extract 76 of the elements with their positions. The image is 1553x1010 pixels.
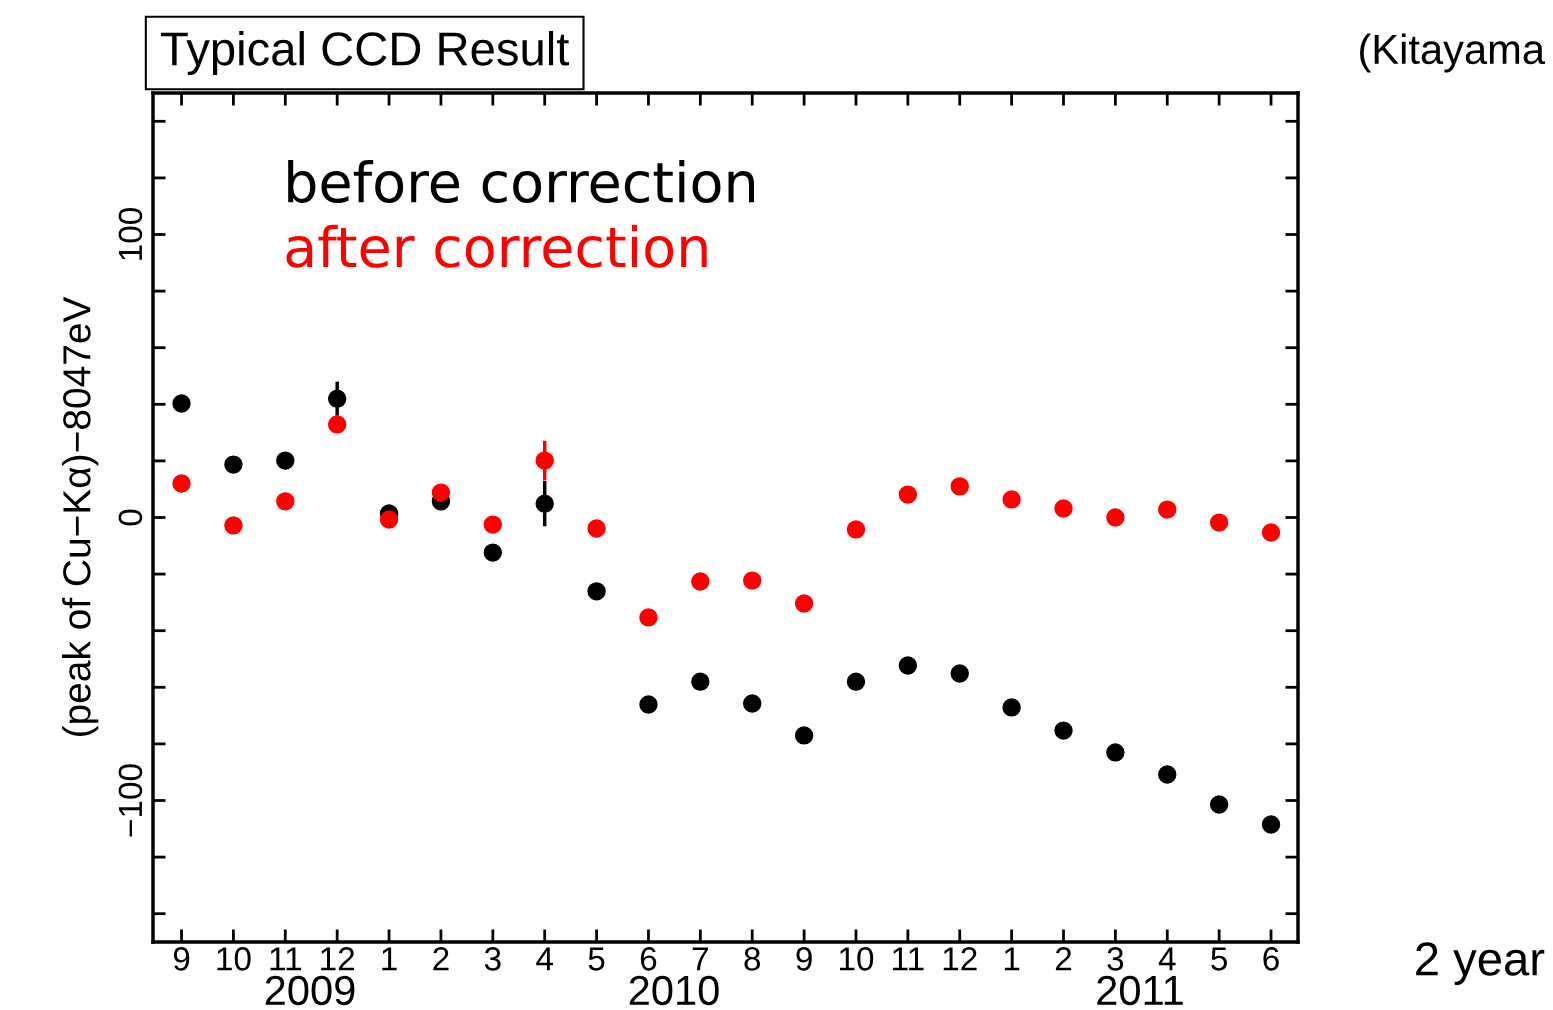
x-tick-label: 6	[1263, 947, 1279, 971]
x-tick-label: 2	[433, 947, 449, 971]
point	[327, 389, 347, 408]
x-tick-label: 3	[484, 947, 501, 971]
y-tick-label: −100	[118, 764, 143, 837]
point	[535, 494, 554, 513]
point	[691, 672, 710, 691]
point	[224, 516, 243, 535]
point	[1054, 721, 1073, 740]
point	[535, 451, 554, 470]
x-tick-label: 5	[1211, 947, 1228, 971]
point	[950, 664, 969, 683]
y-axis-title: (peak of Cu−Kα)−8047eV	[62, 296, 99, 737]
point	[794, 726, 814, 745]
x-tick-label: 3	[1107, 947, 1124, 971]
point	[898, 485, 918, 504]
point	[1209, 795, 1229, 814]
legend-label: before correction	[288, 159, 754, 203]
x-tick-label: 5	[588, 947, 605, 971]
text: (Kitayama	[1360, 33, 1546, 73]
point	[639, 608, 658, 627]
point	[1158, 500, 1177, 519]
chart-title: Typical CCD Result	[161, 30, 570, 76]
point	[1002, 490, 1021, 509]
x-tick-label: 4	[1158, 947, 1176, 971]
y-tick-label: 100	[118, 207, 143, 260]
point	[639, 695, 658, 714]
point	[898, 656, 918, 675]
point	[1054, 499, 1073, 518]
point	[1261, 815, 1281, 834]
point	[743, 694, 762, 713]
point	[483, 543, 503, 562]
point	[1158, 765, 1177, 784]
x-tick-label: 1	[1004, 947, 1020, 971]
point	[1261, 523, 1281, 542]
x-tick-label: 6	[640, 947, 657, 971]
x-tick-label: 2	[1055, 947, 1072, 971]
point	[1002, 698, 1021, 717]
point	[172, 474, 191, 493]
point	[431, 483, 451, 502]
point	[587, 519, 606, 538]
point	[224, 455, 243, 474]
point	[276, 492, 295, 511]
point	[483, 515, 503, 534]
point	[276, 451, 295, 470]
text: 2 year	[1416, 942, 1545, 986]
point	[587, 582, 606, 601]
point	[172, 394, 191, 413]
text: after correction	[286, 224, 707, 268]
point	[1209, 513, 1229, 532]
point	[691, 572, 710, 591]
text: 2010	[629, 975, 719, 1006]
x-tick-label: 9	[796, 947, 812, 971]
x-tick-label: 11	[893, 947, 924, 971]
point	[846, 520, 866, 539]
point	[379, 510, 399, 529]
x-tick-label: 10	[839, 947, 874, 971]
point	[794, 594, 814, 613]
x-tick-label: 11	[270, 947, 301, 971]
x-tick-label: 12	[321, 947, 355, 971]
x-tick-label: 9	[173, 947, 190, 971]
x-tick-label: 12	[943, 947, 977, 971]
x-tick-label: 7	[692, 947, 708, 971]
point	[1106, 508, 1125, 527]
point	[743, 571, 762, 590]
x-tick-label: 4	[536, 947, 553, 971]
y-tick-label: 0	[118, 509, 143, 526]
x-tick-label: 8	[744, 947, 761, 971]
x-tick-label: 1	[382, 947, 397, 971]
text: 2011	[1097, 975, 1183, 1006]
x-tick-label: 10	[217, 947, 251, 971]
text: 2009	[265, 975, 355, 1006]
point	[1106, 743, 1125, 762]
point	[327, 415, 347, 434]
point	[950, 477, 969, 496]
point	[846, 672, 866, 691]
